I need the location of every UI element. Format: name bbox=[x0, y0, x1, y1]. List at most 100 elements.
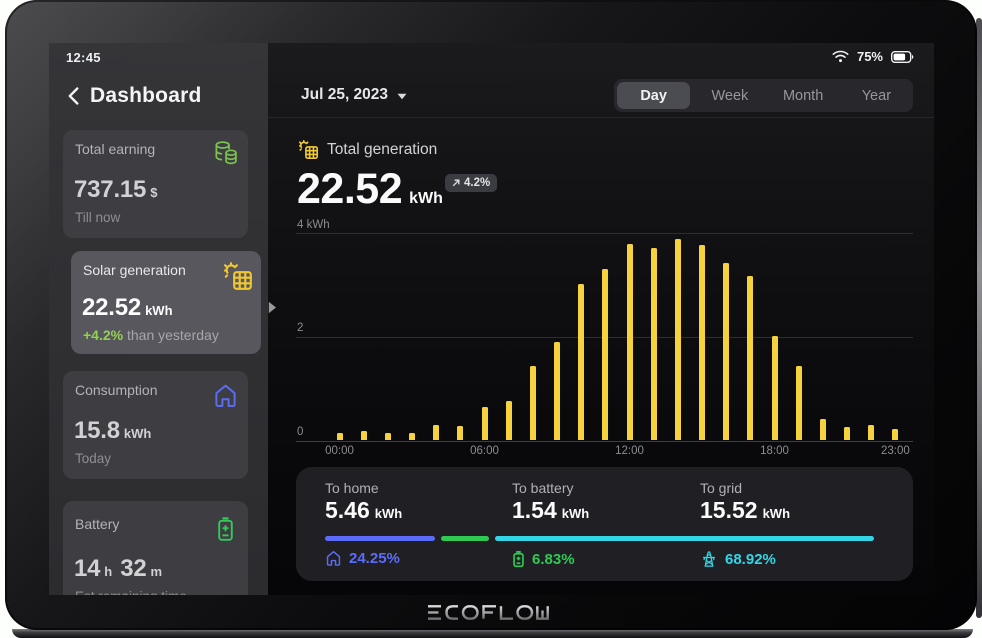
bar-hour-1 bbox=[360, 431, 367, 440]
generation-delta-badge: 4.2% bbox=[445, 174, 498, 192]
distribution-panel: To home 5.46 kWh 24.25% To battery 1.54 kWh 6.8… bbox=[296, 467, 913, 581]
clock-time: 12:45 bbox=[66, 50, 101, 65]
battery-status-icon bbox=[891, 50, 914, 63]
bar-hour-16 bbox=[723, 262, 730, 440]
bar-hour-20 bbox=[819, 418, 826, 440]
bar-hour-17 bbox=[747, 276, 754, 440]
x-axis-label: 12:00 bbox=[615, 445, 644, 457]
coins-icon bbox=[215, 141, 237, 165]
solar-panel-icon bbox=[224, 262, 252, 290]
generation-number: 22.52 bbox=[297, 165, 403, 213]
x-axis-label: 23:00 bbox=[881, 445, 910, 457]
header-divider bbox=[268, 117, 934, 118]
card-value: 15.8 kWh bbox=[74, 417, 152, 444]
ecoflow-logo bbox=[428, 605, 549, 620]
x-axis-label: 06:00 bbox=[470, 445, 499, 457]
flow-percent-0: 24.25% bbox=[325, 550, 400, 567]
card-delta: +4.2% than yesterday bbox=[83, 327, 219, 343]
x-axis-label: 18:00 bbox=[760, 445, 789, 457]
card-solar-generation[interactable]: Solar generation 22.52 kWh +4.2% than yes… bbox=[71, 251, 261, 354]
bar-hour-5 bbox=[457, 426, 464, 440]
flow-value-0: 5.46 kWh bbox=[325, 497, 403, 523]
page-title: Dashboard bbox=[90, 84, 202, 107]
dashboard-header[interactable]: Dashboard bbox=[68, 84, 202, 108]
bar-hour-12 bbox=[626, 244, 633, 440]
generation-bar-chart: 0 2 4 kWh 00:00 06:00 12:00 18:00 23:00 bbox=[296, 219, 913, 457]
bar-hour-15 bbox=[699, 245, 706, 440]
bar-hour-23 bbox=[892, 429, 899, 440]
bar-hour-6 bbox=[481, 406, 488, 440]
tablet-screen: 12:45 Dashboard Total earning bbox=[49, 43, 934, 595]
bar-hour-13 bbox=[650, 248, 657, 440]
card-caption: Till now bbox=[75, 210, 121, 225]
back-chevron-icon[interactable] bbox=[68, 87, 79, 105]
card-total-earning[interactable]: Total earning 737.15 $ Till now bbox=[63, 130, 248, 238]
home-icon bbox=[215, 384, 236, 407]
bar-hour-11 bbox=[602, 268, 609, 440]
card-caption: Today bbox=[75, 451, 112, 466]
card-title: Solar generation bbox=[83, 262, 186, 278]
bar-hour-19 bbox=[795, 365, 802, 440]
battery-percent-label: 75% bbox=[856, 49, 883, 64]
solar-panel-icon bbox=[299, 140, 318, 159]
wifi-icon bbox=[832, 50, 849, 63]
tab-month[interactable]: Month bbox=[782, 87, 824, 104]
device-bottom-edge bbox=[12, 629, 973, 638]
bar-hour-10 bbox=[578, 284, 585, 440]
bar-hour-22 bbox=[868, 425, 875, 440]
card-consumption[interactable]: Consumption 15.8 kWh Today bbox=[63, 371, 248, 479]
gridline-0 bbox=[296, 440, 913, 442]
bar-hour-8 bbox=[529, 366, 536, 440]
bar-hour-18 bbox=[771, 336, 778, 440]
bar-hour-9 bbox=[554, 341, 561, 440]
distribution-progress-bar bbox=[325, 536, 886, 541]
sidebar: 12:45 Dashboard Total earning bbox=[49, 43, 268, 595]
bar-hour-4 bbox=[433, 424, 440, 440]
flow-value-1: 1.54 kWh bbox=[512, 497, 590, 523]
progress-segment-1 bbox=[440, 536, 489, 541]
card-value: 14 h 32 m bbox=[74, 555, 163, 582]
flow-value-2: 15.52 kWh bbox=[700, 497, 791, 523]
card-value: 737.15 $ bbox=[74, 176, 158, 203]
flow-label-1: To battery bbox=[512, 480, 574, 496]
gridline-4 bbox=[296, 233, 913, 234]
date-label: Jul 25, 2023 bbox=[301, 86, 389, 103]
x-axis-label: 00:00 bbox=[325, 445, 354, 457]
bar-hour-0 bbox=[336, 433, 343, 440]
sidebar-expand-arrow[interactable] bbox=[268, 301, 277, 314]
period-tabs: Day Week Month Year bbox=[614, 79, 913, 112]
card-caption: Est remaining time bbox=[75, 589, 187, 595]
flow-percent-1: 6.83% bbox=[512, 550, 575, 568]
card-title: Total earning bbox=[75, 141, 156, 157]
bar-hour-7 bbox=[505, 400, 512, 440]
progress-segment-0 bbox=[325, 536, 435, 541]
total-generation-value: 22.52 kWh 4.2% bbox=[297, 165, 498, 214]
device-right-edge bbox=[976, 18, 982, 618]
flow-label-2: To grid bbox=[700, 480, 743, 496]
main-area: 75% Jul 25, 2023 Day Week Month Year bbox=[268, 43, 934, 595]
card-title: Consumption bbox=[75, 382, 158, 398]
battery-icon bbox=[218, 517, 233, 541]
caret-down-icon bbox=[397, 93, 407, 99]
flow-label-0: To home bbox=[325, 480, 379, 496]
total-generation-label: Total generation bbox=[327, 140, 438, 158]
y-axis-label: 2 bbox=[297, 322, 304, 335]
bar-hour-3 bbox=[409, 433, 415, 440]
tab-year[interactable]: Year bbox=[861, 87, 892, 104]
tab-day[interactable]: Day bbox=[617, 82, 691, 109]
date-selector[interactable]: Jul 25, 2023 bbox=[301, 86, 407, 104]
y-axis-label: 4 kWh bbox=[297, 218, 330, 231]
bar-hour-2 bbox=[384, 432, 391, 440]
total-generation-header: Total generation bbox=[299, 140, 437, 159]
flow-percent-2: 68.92% bbox=[700, 550, 776, 568]
status-indicators: 75% bbox=[832, 49, 914, 64]
card-title: Battery bbox=[75, 516, 120, 532]
y-axis-label: 0 bbox=[297, 426, 304, 438]
generation-unit: kWh bbox=[409, 190, 443, 207]
progress-segment-2 bbox=[494, 536, 875, 541]
tab-week[interactable]: Week bbox=[711, 87, 749, 104]
arrow-up-right-icon bbox=[452, 179, 460, 187]
card-value: 22.52 kWh bbox=[82, 294, 173, 321]
